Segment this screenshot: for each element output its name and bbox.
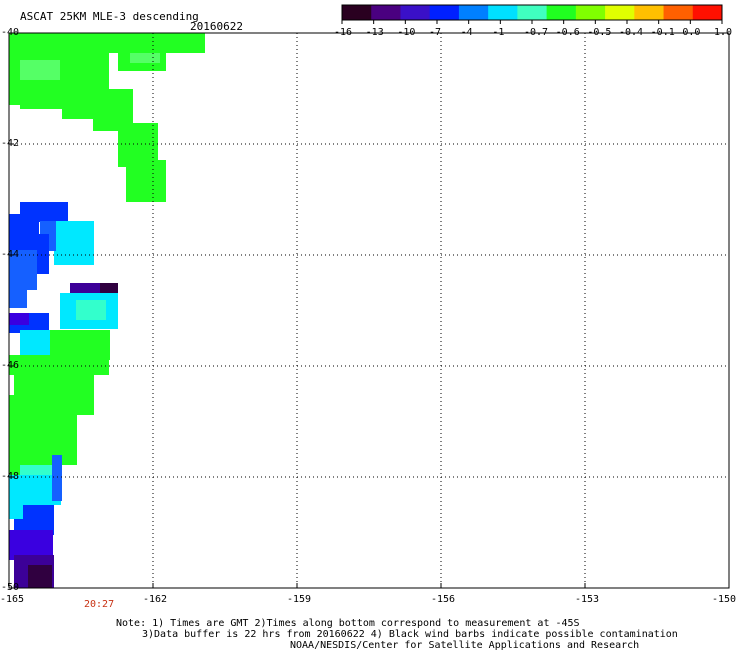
wind-cell: [126, 160, 166, 202]
wind-cell: [9, 250, 37, 290]
colorbar-segment: [400, 5, 431, 20]
colorbar: [341, 4, 723, 24]
lat-label: -46: [1, 360, 20, 371]
wind-cell: [76, 300, 106, 320]
wind-cell: [9, 214, 39, 234]
colorbar-label: -0.5: [587, 27, 612, 38]
lat-label: -44: [1, 249, 20, 260]
colorbar-segment: [342, 5, 372, 20]
lon-label: -159: [287, 594, 312, 605]
wind-cell: [54, 221, 94, 265]
lat-label: -50: [1, 582, 20, 593]
note-line-1: Note: 1) Times are GMT 2)Times along bot…: [116, 618, 580, 629]
wind-cell: [9, 355, 109, 375]
lon-label: -156: [431, 594, 456, 605]
wind-cell: [9, 505, 23, 519]
pass-time-label: 20:27: [84, 599, 115, 610]
colorbar-label: 0.0: [682, 27, 701, 38]
wind-cell: [52, 455, 62, 501]
lat-lon-grid: [8, 32, 730, 589]
colorbar-label: 1.0: [714, 27, 733, 38]
lon-label: -153: [575, 594, 600, 605]
wind-cell: [20, 60, 60, 80]
lon-label: -150: [712, 594, 737, 605]
wind-cell: [20, 89, 110, 109]
note-line-2: 3)Data buffer is 22 hrs from 20160622 4)…: [142, 629, 678, 640]
wind-cell: [9, 33, 205, 53]
colorbar-label: -10: [397, 27, 416, 38]
colorbar-segment: [429, 5, 460, 20]
colorbar-label: -0.7: [524, 27, 549, 38]
wind-cell: [9, 313, 29, 325]
colorbar-label: -1: [492, 27, 505, 38]
note-line-3: NOAA/NESDIS/Center for Satellite Applica…: [290, 640, 640, 651]
plot-frame: [8, 32, 730, 589]
wind-cell: [100, 283, 118, 293]
colorbar-segment: [605, 5, 635, 20]
colorbar-segment: [546, 5, 577, 20]
colorbar-segment: [575, 5, 606, 20]
colorbar-segment: [634, 5, 665, 20]
colorbar-label: -0.4: [619, 27, 644, 38]
wind-cell: [9, 290, 27, 308]
wind-cell: [70, 283, 118, 293]
colorbar-segment: [663, 5, 694, 20]
wind-cell: [9, 89, 21, 105]
colorbar-label: -7: [429, 27, 442, 38]
colorbar-segment: [488, 5, 518, 20]
colorbar-segment: [458, 5, 489, 20]
lat-label: -40: [1, 27, 20, 38]
wind-cell: [28, 565, 52, 588]
colorbar-label: -13: [365, 27, 384, 38]
colorbar-segment: [517, 5, 548, 20]
lat-label: -42: [1, 138, 20, 149]
colorbar-label: -0.6: [555, 27, 580, 38]
lon-label: -165: [0, 594, 25, 605]
lat-label: -48: [1, 471, 20, 482]
colorbar-label: -16: [334, 27, 353, 38]
colorbar-segment: [371, 5, 401, 20]
product-date: 20160622: [190, 20, 243, 33]
colorbar-segment: [692, 5, 723, 20]
wind-cell: [62, 109, 110, 119]
wind-cell: [9, 395, 79, 415]
wind-cell: [130, 53, 160, 63]
wind-cell: [118, 123, 158, 167]
wind-swath: [9, 33, 205, 588]
colorbar-label: -4: [460, 27, 473, 38]
colorbar-label: -0.1: [650, 27, 675, 38]
product-title: ASCAT 25KM MLE-3 descending: [20, 10, 199, 23]
lon-label: -162: [143, 594, 168, 605]
